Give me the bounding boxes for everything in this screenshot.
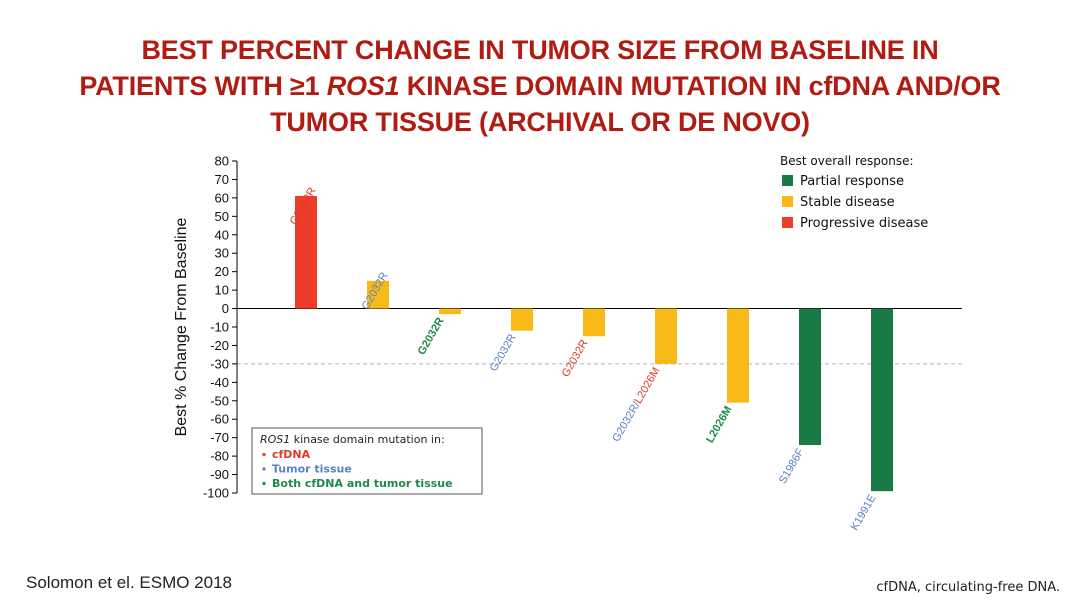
y-tick-label: -100 (203, 486, 229, 501)
bar-2 (367, 280, 389, 309)
source-legend-title-rest: kinase domain mutation in: (290, 433, 444, 446)
title-line-2-start: PATIENTS WITH ≥1 (79, 71, 327, 101)
y-tick-label: 30 (215, 246, 229, 261)
bar-label-7: L2026M (704, 404, 735, 445)
y-tick-label: 80 (215, 154, 229, 169)
title-gene-name: ROS1 (326, 71, 400, 101)
title-line-2-end: KINASE DOMAIN MUTATION IN cfDNA AND/OR (399, 71, 1001, 101)
footnote-text: cfDNA, circulating-free DNA. (876, 580, 1060, 595)
bar-label-5: G2032R (560, 338, 591, 380)
legend-label-partial-response: Partial response (800, 174, 904, 189)
y-tick-label: -80 (210, 449, 229, 464)
y-tick-label: 50 (215, 209, 229, 224)
bar-label-4: G2032R (488, 332, 519, 374)
bar-6 (655, 308, 677, 364)
y-tick-label: 70 (215, 172, 229, 187)
source-legend-gene: ROS1 (260, 433, 290, 446)
y-tick-label: 20 (215, 264, 229, 279)
y-tick-label: 0 (222, 301, 229, 316)
y-tick-label: -90 (210, 467, 229, 482)
y-tick-label: -30 (210, 356, 229, 371)
y-tick-label: 40 (215, 227, 229, 242)
y-tick-label: -20 (210, 338, 229, 353)
source-legend-title: ROS1 kinase domain mutation in: (260, 433, 445, 446)
source-legend-bullet (262, 467, 266, 471)
bar-label-3: G2032R (416, 316, 447, 358)
source-legend-bullet (262, 452, 266, 457)
citation-text: Solomon et el. ESMO 2018 (26, 573, 233, 592)
bar-5 (583, 308, 605, 337)
title-line-3: TUMOR TISSUE (ARCHIVAL OR DE NOVO) (270, 107, 810, 137)
bar-4 (511, 308, 533, 331)
title-line-2: PATIENTS WITH ≥1 ROS1 KINASE DOMAIN MUTA… (20, 68, 1060, 104)
y-axis-title: Best % Change From Baseline (173, 218, 190, 437)
axis-layer: 80 70 60 50 40 30 20 10 0 -10 -20 -30 -40 -50 -60 -70 -8… (173, 154, 962, 501)
y-tick-label: 10 (215, 283, 229, 298)
y-tick-label: -60 (210, 412, 229, 427)
source-legend-layer: ROS1 kinase domain mutation in: cfDNA Tumo… (251, 427, 483, 495)
bar-1 (295, 196, 317, 309)
source-legend-bullet (262, 481, 266, 486)
y-tick-label: 60 (215, 190, 229, 205)
source-legend-label-cfdna: cfDNA (272, 448, 311, 461)
legend-label-progressive-disease: Progressive disease (800, 216, 928, 231)
y-tick-label: -70 (210, 430, 229, 445)
y-tick-label: -50 (210, 393, 229, 408)
chart-title: BEST PERCENT CHANGE IN TUMOR SIZE FROM B… (20, 32, 1060, 140)
bar-label-8: S1986F (777, 446, 807, 486)
source-legend-label-tumor-tissue: Tumor tissue (272, 463, 352, 476)
bar-label-part: / (631, 399, 643, 408)
legend-swatch-stable-disease (782, 196, 793, 207)
bar-label-6: G2032R/L2026M (610, 365, 662, 444)
source-legend-box (251, 427, 483, 495)
response-legend-title: Best overall response: (780, 154, 914, 168)
y-tick-label: -40 (210, 375, 229, 390)
legend-swatch-progressive-disease (782, 217, 793, 228)
bar-label-part: G2032R (610, 402, 641, 444)
legend-swatch-partial-response (782, 175, 793, 186)
legend-layer: Best overall response: Partial response St… (780, 154, 928, 231)
legend-label-stable-disease: Stable disease (800, 195, 895, 210)
bar-9 (871, 308, 893, 492)
y-tick-label: -10 (210, 320, 229, 335)
bar-label-9: K1991E (849, 493, 879, 533)
bar-label-part: L2026M (632, 365, 662, 405)
bar-layer (295, 196, 893, 492)
bar-7 (727, 308, 749, 403)
title-line-1: BEST PERCENT CHANGE IN TUMOR SIZE FROM B… (141, 35, 939, 65)
bar-8 (799, 308, 821, 446)
source-legend-label-both: Both cfDNA and tumor tissue (272, 477, 453, 490)
bar-3 (439, 308, 461, 315)
